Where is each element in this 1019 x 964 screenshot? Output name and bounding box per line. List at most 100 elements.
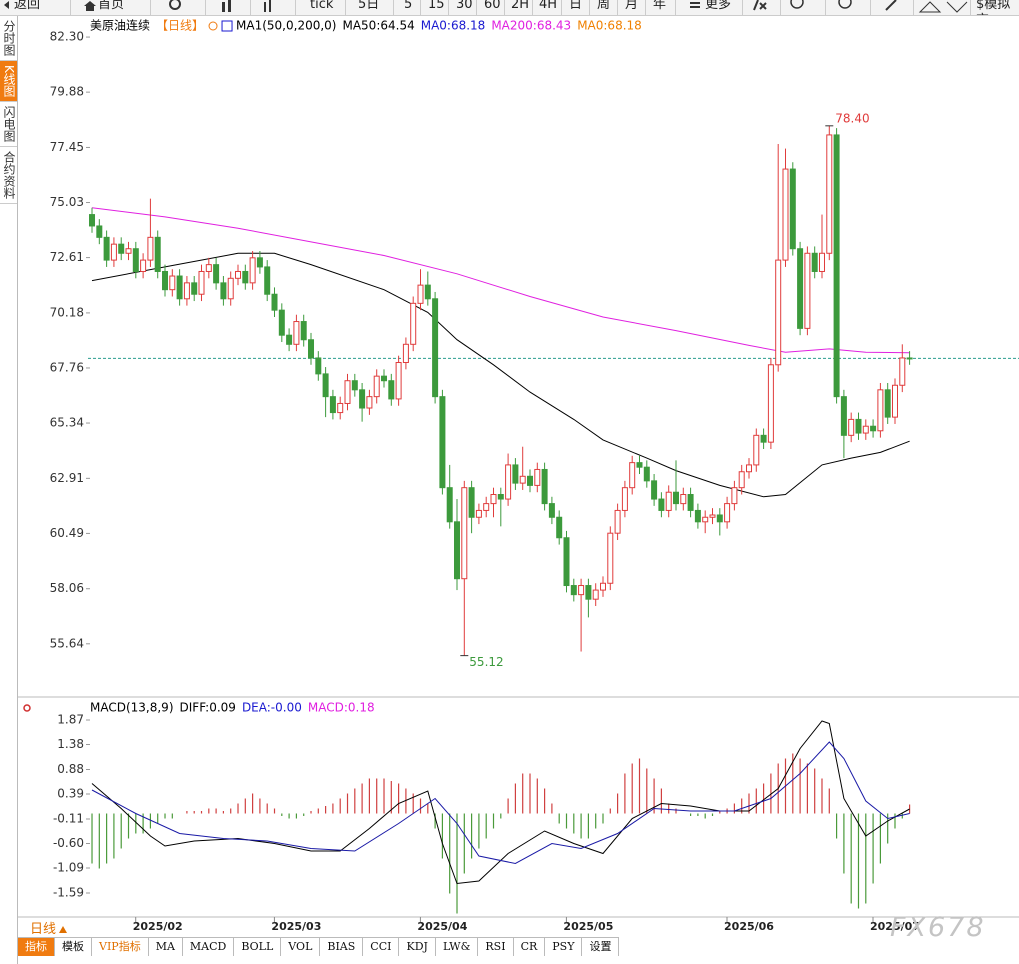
candle-body <box>468 487 475 518</box>
candle-body <box>753 434 760 466</box>
candle-body <box>665 491 672 511</box>
candle-body <box>351 380 358 391</box>
toolbar-button[interactable]: 5日 <box>358 0 380 12</box>
candle-body <box>519 475 526 484</box>
toolbar-button[interactable]: 2H <box>511 0 530 12</box>
candle-body <box>840 396 847 436</box>
candle-body <box>154 236 161 272</box>
candle-body <box>373 375 380 398</box>
back-icon <box>4 1 9 9</box>
period-selector[interactable]: 日线 <box>30 918 68 937</box>
tab[interactable]: BOLL <box>234 938 282 956</box>
tab[interactable]: VIP指标 <box>92 938 149 956</box>
home-icon <box>84 1 96 11</box>
candle-body <box>256 257 263 268</box>
tab[interactable]: LW& <box>436 938 479 956</box>
toolbar-button[interactable]: 60 <box>484 0 501 12</box>
legend-item: MA200:68.43 <box>491 19 571 33</box>
toolbar-button[interactable]: 首页 <box>98 0 125 12</box>
tab[interactable]: BIAS <box>320 938 364 956</box>
sidebar: 分时图 K线图 闪电图 合约资料 <box>0 16 18 964</box>
toolbar-button[interactable]: 5 <box>404 0 413 12</box>
candle-body <box>745 464 752 473</box>
candle-body <box>585 585 592 600</box>
toolbar-button[interactable]: 周 <box>597 0 611 12</box>
candle-body <box>607 532 614 584</box>
legend-item: MA50:64.54 <box>342 19 414 33</box>
toolbar-button[interactable]: 4H <box>539 0 558 12</box>
tab[interactable]: KDJ <box>399 938 436 956</box>
candle-body <box>220 282 227 300</box>
candle-body <box>432 298 439 398</box>
separator <box>617 0 618 15</box>
tab[interactable]: 指标 <box>18 938 55 956</box>
candle-body <box>548 503 555 518</box>
toolbar-button[interactable]: 日 <box>569 0 583 12</box>
zoom-out-icon <box>790 0 804 9</box>
tab[interactable]: MA <box>149 938 183 956</box>
tab[interactable]: CR <box>514 938 546 956</box>
x-tick-label: 2025/04 <box>417 920 467 933</box>
separator <box>825 0 826 15</box>
ma-icon <box>221 20 233 32</box>
y-tick-label: 65.34 <box>50 416 84 430</box>
candle-body <box>826 134 833 254</box>
toolbar-button[interactable]: $模拟交 <box>976 0 1011 15</box>
y-tick-label: 58.06 <box>50 581 84 595</box>
candle-body <box>775 259 782 366</box>
sidebar-tab[interactable]: 分时图 <box>0 16 17 61</box>
legend-item: DEA:-0.00 <box>242 701 302 715</box>
separator <box>870 0 871 15</box>
tab[interactable]: CCI <box>363 938 400 956</box>
toolbar-button[interactable]: 30 <box>456 0 473 12</box>
toolbar-button[interactable]: 月 <box>625 0 639 12</box>
toolbar-button[interactable]: 15 <box>428 0 445 12</box>
candle-body <box>329 396 336 414</box>
y-tick-label: 77.45 <box>50 140 84 154</box>
candle-body <box>870 425 877 432</box>
candle-body <box>767 364 774 443</box>
separator <box>675 0 676 15</box>
toolbar-button[interactable]: 年 <box>653 0 667 12</box>
candle-body <box>672 491 679 505</box>
sidebar-tab[interactable]: 合约资料 <box>0 147 17 204</box>
candle-body <box>636 462 643 468</box>
candle-body <box>862 425 869 434</box>
tab[interactable]: 模板 <box>55 938 92 956</box>
tab[interactable]: VOL <box>281 938 321 956</box>
toolbar-icons <box>4 0 968 13</box>
refresh-icon <box>169 0 181 10</box>
chart-icon <box>222 2 225 12</box>
separator <box>476 0 477 15</box>
sidebar-tab[interactable]: K线图 <box>0 61 17 102</box>
separator <box>393 0 394 15</box>
triangle-icon <box>946 1 968 13</box>
legend-item: MACD:0.18 <box>308 701 375 715</box>
candle-body <box>359 389 366 409</box>
candle-body <box>308 339 315 359</box>
candle-body <box>570 585 577 596</box>
candle-body <box>621 487 628 511</box>
y-tick-label: 72.61 <box>50 250 84 264</box>
candle-body <box>410 302 417 345</box>
toolbar-button[interactable]: 更多 <box>705 0 732 12</box>
candle-body <box>804 252 811 329</box>
tab[interactable]: 设置 <box>582 938 620 956</box>
candle-body <box>833 134 840 398</box>
candle-body <box>651 480 658 500</box>
tab[interactable]: MACD <box>183 938 235 956</box>
tab[interactable]: RSI <box>478 938 514 956</box>
legend-item: MA0:68.18 <box>577 19 642 33</box>
candle-body <box>738 471 745 489</box>
toolbar-button[interactable]: tick <box>310 0 334 12</box>
more-icon <box>690 2 700 4</box>
candle-body <box>906 357 913 360</box>
separator <box>780 0 781 15</box>
tab[interactable]: PSY <box>545 938 583 956</box>
y-tick-label: -0.11 <box>53 812 84 826</box>
sidebar-tab[interactable]: 闪电图 <box>0 102 17 147</box>
watermark: FX678 <box>890 912 986 943</box>
candle-body <box>687 494 694 511</box>
toolbar-button[interactable]: 返回 <box>14 0 41 12</box>
